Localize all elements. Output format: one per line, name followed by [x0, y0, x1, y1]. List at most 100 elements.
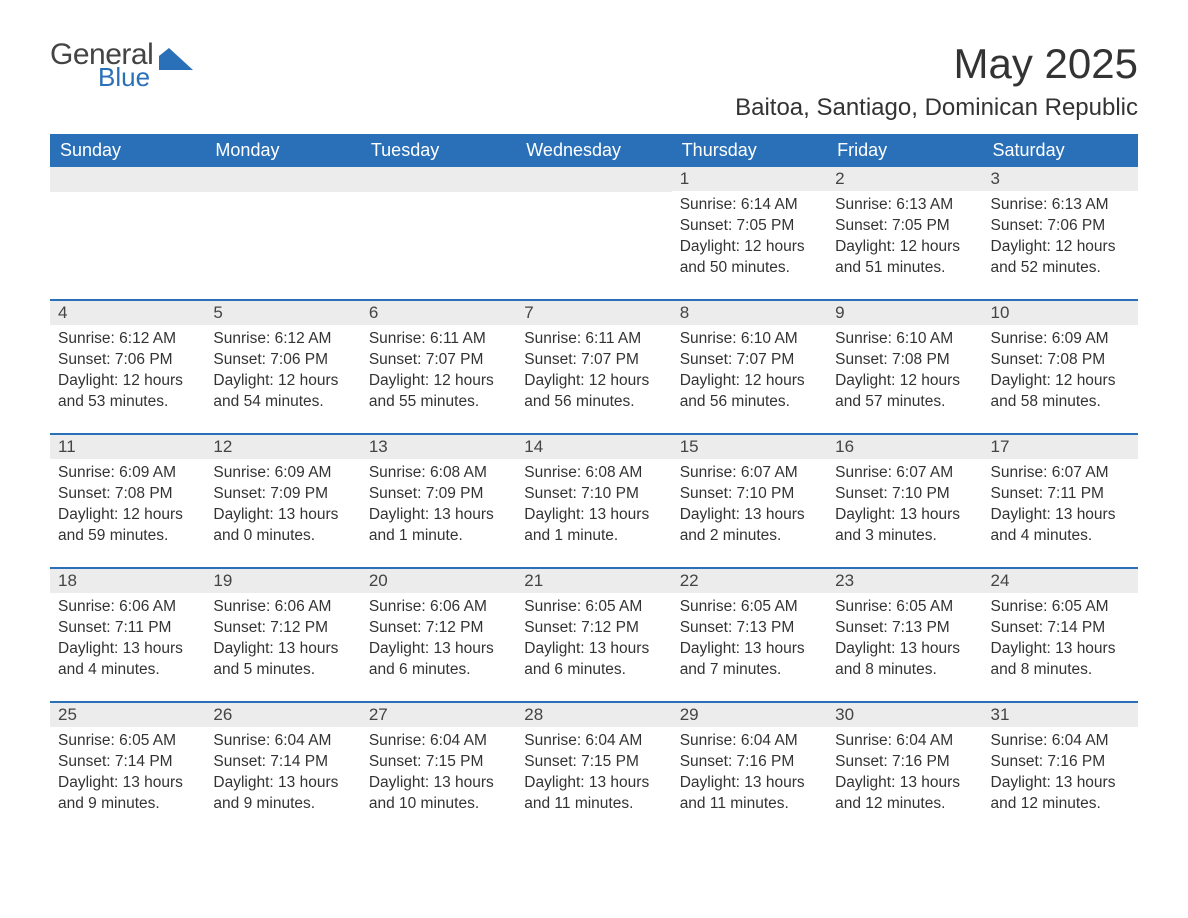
day-number: 6 — [361, 301, 516, 325]
sunrise-text: Sunrise: 6:11 AM — [369, 329, 508, 350]
day-details: Sunrise: 6:06 AMSunset: 7:12 PMDaylight:… — [205, 593, 360, 689]
sunset-text: Sunset: 7:11 PM — [991, 484, 1130, 505]
day-number — [50, 167, 205, 192]
week-row: 11Sunrise: 6:09 AMSunset: 7:08 PMDayligh… — [50, 433, 1138, 567]
sunrise-text: Sunrise: 6:09 AM — [213, 463, 352, 484]
day-number: 19 — [205, 569, 360, 593]
sunrise-text: Sunrise: 6:06 AM — [58, 597, 197, 618]
daylight-text: Daylight: 12 hours and 55 minutes. — [369, 371, 508, 413]
sunrise-text: Sunrise: 6:09 AM — [58, 463, 197, 484]
day-number: 18 — [50, 569, 205, 593]
day-details: Sunrise: 6:05 AMSunset: 7:14 PMDaylight:… — [50, 727, 205, 823]
day-cell: 21Sunrise: 6:05 AMSunset: 7:12 PMDayligh… — [516, 569, 671, 701]
daylight-text: Daylight: 13 hours and 10 minutes. — [369, 773, 508, 815]
day-details: Sunrise: 6:07 AMSunset: 7:10 PMDaylight:… — [827, 459, 982, 555]
day-cell: 29Sunrise: 6:04 AMSunset: 7:16 PMDayligh… — [672, 703, 827, 835]
daylight-text: Daylight: 13 hours and 8 minutes. — [835, 639, 974, 681]
daylight-text: Daylight: 12 hours and 54 minutes. — [213, 371, 352, 413]
sunrise-text: Sunrise: 6:07 AM — [835, 463, 974, 484]
logo-blue: Blue — [98, 64, 153, 90]
sunrise-text: Sunrise: 6:13 AM — [835, 195, 974, 216]
weekday-header-row: Sunday Monday Tuesday Wednesday Thursday… — [50, 134, 1138, 167]
sunset-text: Sunset: 7:08 PM — [991, 350, 1130, 371]
logo-flag-icon — [159, 48, 193, 70]
sunrise-text: Sunrise: 6:06 AM — [213, 597, 352, 618]
day-details: Sunrise: 6:09 AMSunset: 7:08 PMDaylight:… — [983, 325, 1138, 421]
weekday-header: Tuesday — [361, 134, 516, 167]
day-details: Sunrise: 6:05 AMSunset: 7:13 PMDaylight:… — [672, 593, 827, 689]
location: Baitoa, Santiago, Dominican Republic — [735, 94, 1138, 122]
day-details: Sunrise: 6:04 AMSunset: 7:16 PMDaylight:… — [672, 727, 827, 823]
day-details: Sunrise: 6:08 AMSunset: 7:10 PMDaylight:… — [516, 459, 671, 555]
day-details: Sunrise: 6:04 AMSunset: 7:16 PMDaylight:… — [827, 727, 982, 823]
day-number: 22 — [672, 569, 827, 593]
day-cell: 2Sunrise: 6:13 AMSunset: 7:05 PMDaylight… — [827, 167, 982, 299]
day-number: 31 — [983, 703, 1138, 727]
day-number: 4 — [50, 301, 205, 325]
sunset-text: Sunset: 7:08 PM — [58, 484, 197, 505]
day-cell: 22Sunrise: 6:05 AMSunset: 7:13 PMDayligh… — [672, 569, 827, 701]
day-number: 21 — [516, 569, 671, 593]
day-cell: 7Sunrise: 6:11 AMSunset: 7:07 PMDaylight… — [516, 301, 671, 433]
daylight-text: Daylight: 13 hours and 11 minutes. — [680, 773, 819, 815]
sunrise-text: Sunrise: 6:08 AM — [369, 463, 508, 484]
daylight-text: Daylight: 13 hours and 9 minutes. — [58, 773, 197, 815]
day-details: Sunrise: 6:12 AMSunset: 7:06 PMDaylight:… — [205, 325, 360, 421]
day-cell: 9Sunrise: 6:10 AMSunset: 7:08 PMDaylight… — [827, 301, 982, 433]
day-cell — [50, 167, 205, 299]
day-details: Sunrise: 6:04 AMSunset: 7:15 PMDaylight:… — [361, 727, 516, 823]
day-cell: 17Sunrise: 6:07 AMSunset: 7:11 PMDayligh… — [983, 435, 1138, 567]
day-cell: 12Sunrise: 6:09 AMSunset: 7:09 PMDayligh… — [205, 435, 360, 567]
sunrise-text: Sunrise: 6:04 AM — [213, 731, 352, 752]
week-row: 18Sunrise: 6:06 AMSunset: 7:11 PMDayligh… — [50, 567, 1138, 701]
daylight-text: Daylight: 13 hours and 9 minutes. — [213, 773, 352, 815]
sunrise-text: Sunrise: 6:04 AM — [991, 731, 1130, 752]
daylight-text: Daylight: 13 hours and 8 minutes. — [991, 639, 1130, 681]
sunset-text: Sunset: 7:13 PM — [835, 618, 974, 639]
day-number: 13 — [361, 435, 516, 459]
day-number: 9 — [827, 301, 982, 325]
daylight-text: Daylight: 13 hours and 2 minutes. — [680, 505, 819, 547]
day-number: 26 — [205, 703, 360, 727]
day-details: Sunrise: 6:06 AMSunset: 7:11 PMDaylight:… — [50, 593, 205, 689]
day-number: 28 — [516, 703, 671, 727]
day-cell: 26Sunrise: 6:04 AMSunset: 7:14 PMDayligh… — [205, 703, 360, 835]
sunset-text: Sunset: 7:10 PM — [524, 484, 663, 505]
title-block: May 2025 Baitoa, Santiago, Dominican Rep… — [735, 40, 1138, 122]
day-number: 29 — [672, 703, 827, 727]
day-cell: 18Sunrise: 6:06 AMSunset: 7:11 PMDayligh… — [50, 569, 205, 701]
weekday-header: Friday — [827, 134, 982, 167]
day-number: 8 — [672, 301, 827, 325]
day-details: Sunrise: 6:04 AMSunset: 7:16 PMDaylight:… — [983, 727, 1138, 823]
sunset-text: Sunset: 7:15 PM — [369, 752, 508, 773]
daylight-text: Daylight: 12 hours and 52 minutes. — [991, 237, 1130, 279]
day-details: Sunrise: 6:06 AMSunset: 7:12 PMDaylight:… — [361, 593, 516, 689]
sunset-text: Sunset: 7:07 PM — [524, 350, 663, 371]
day-cell: 28Sunrise: 6:04 AMSunset: 7:15 PMDayligh… — [516, 703, 671, 835]
daylight-text: Daylight: 13 hours and 11 minutes. — [524, 773, 663, 815]
day-cell: 5Sunrise: 6:12 AMSunset: 7:06 PMDaylight… — [205, 301, 360, 433]
calendar: Sunday Monday Tuesday Wednesday Thursday… — [50, 134, 1138, 835]
daylight-text: Daylight: 12 hours and 58 minutes. — [991, 371, 1130, 413]
day-details: Sunrise: 6:12 AMSunset: 7:06 PMDaylight:… — [50, 325, 205, 421]
day-number: 30 — [827, 703, 982, 727]
sunset-text: Sunset: 7:09 PM — [369, 484, 508, 505]
sunset-text: Sunset: 7:08 PM — [835, 350, 974, 371]
day-details: Sunrise: 6:09 AMSunset: 7:09 PMDaylight:… — [205, 459, 360, 555]
sunset-text: Sunset: 7:10 PM — [680, 484, 819, 505]
daylight-text: Daylight: 12 hours and 56 minutes. — [680, 371, 819, 413]
daylight-text: Daylight: 13 hours and 6 minutes. — [369, 639, 508, 681]
day-details: Sunrise: 6:10 AMSunset: 7:08 PMDaylight:… — [827, 325, 982, 421]
sunset-text: Sunset: 7:16 PM — [680, 752, 819, 773]
sunset-text: Sunset: 7:14 PM — [991, 618, 1130, 639]
weekday-header: Wednesday — [516, 134, 671, 167]
day-number: 7 — [516, 301, 671, 325]
day-number: 10 — [983, 301, 1138, 325]
weeks-container: 1Sunrise: 6:14 AMSunset: 7:05 PMDaylight… — [50, 167, 1138, 835]
day-details: Sunrise: 6:07 AMSunset: 7:11 PMDaylight:… — [983, 459, 1138, 555]
day-number: 5 — [205, 301, 360, 325]
sunrise-text: Sunrise: 6:13 AM — [991, 195, 1130, 216]
day-cell: 23Sunrise: 6:05 AMSunset: 7:13 PMDayligh… — [827, 569, 982, 701]
day-number: 12 — [205, 435, 360, 459]
day-number: 25 — [50, 703, 205, 727]
